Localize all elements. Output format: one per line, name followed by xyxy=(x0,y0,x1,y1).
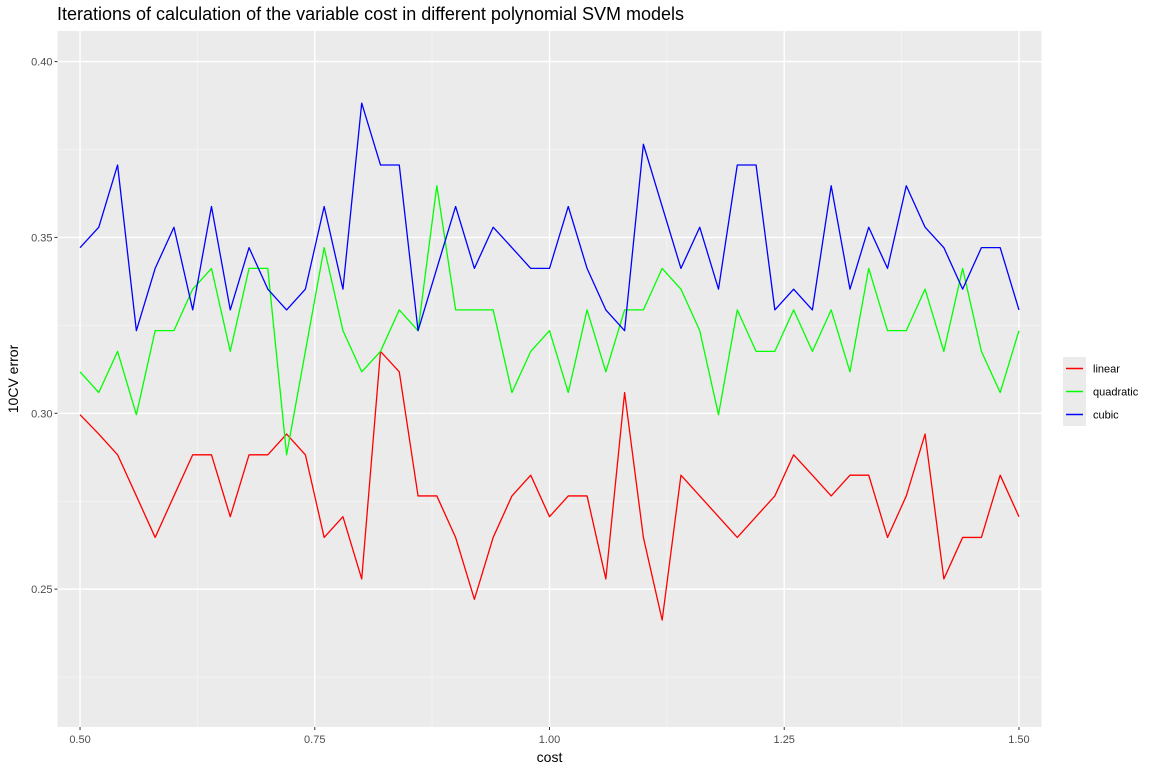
x-tick-label: 1.00 xyxy=(539,734,560,746)
y-tick-label: 0.40 xyxy=(31,57,52,69)
y-axis-title: 10CV error xyxy=(5,344,21,413)
y-tick-label: 0.30 xyxy=(31,408,52,420)
series-line-quadratic xyxy=(79,185,1020,456)
x-axis-title: cost xyxy=(537,749,563,765)
x-tick-label: 0.75 xyxy=(304,734,325,746)
grid xyxy=(57,31,1042,727)
y-axis-ticks: 0.25 0.30 0.35 0.40 xyxy=(31,57,58,596)
x-tick-label: 1.25 xyxy=(774,734,795,746)
chart-title: Iterations of calculation of the variabl… xyxy=(57,4,684,24)
y-tick-label: 0.35 xyxy=(31,232,52,244)
x-tick-label: 0.50 xyxy=(69,734,90,746)
legend-label-quadratic: quadratic xyxy=(1093,387,1139,399)
x-tick-label: 1.50 xyxy=(1008,734,1029,746)
legend-label-linear: linear xyxy=(1093,364,1120,376)
x-axis-ticks: 0.50 0.75 1.00 1.25 1.50 xyxy=(69,727,1030,746)
series-line-linear xyxy=(79,350,1020,621)
y-tick-label: 0.25 xyxy=(31,584,52,596)
legend-label-cubic: cubic xyxy=(1093,410,1119,422)
legend: linear quadratic cubic xyxy=(1063,357,1139,426)
series-line-cubic xyxy=(79,102,1020,332)
series-lines xyxy=(79,102,1020,621)
